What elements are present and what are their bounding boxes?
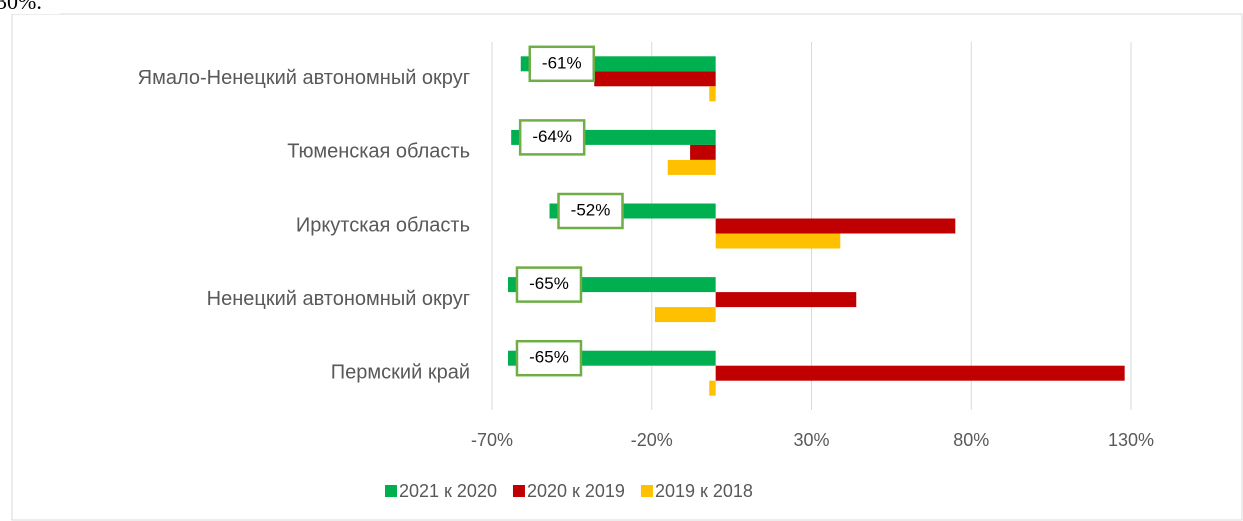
data-label: -65% [529,274,569,293]
bar [654,307,716,323]
bar [667,159,716,175]
data-label-box [515,266,583,303]
category-label: Пермский край [331,361,470,383]
bar [594,71,716,87]
bar [709,380,716,396]
x-tick-label: 80% [953,430,989,450]
legend-swatch [512,485,525,497]
bar [709,86,716,102]
data-label: -65% [529,348,569,367]
legend-label: 2019 к 2018 [655,481,753,501]
bar [690,144,716,160]
data-label-box [518,119,586,156]
page-fragment: 30%. [0,0,42,14]
category-label: Ненецкий автономный округ [207,288,470,310]
category-label: Тюменская область [287,141,470,163]
data-label-box [515,339,583,377]
bar [715,365,1125,381]
header-bg [0,0,60,14]
data-label: -52% [571,200,611,219]
bar [715,218,956,234]
legend-swatch [385,485,397,497]
x-tick-label: -70% [471,430,513,450]
legend-label: 2020 к 2019 [527,481,625,501]
bar [715,233,841,249]
data-label-box [557,192,624,230]
legend-swatch [640,485,653,497]
category-label: Ямало-Ненецкий автономный округ [138,67,470,89]
chart-border [11,13,1243,521]
data-label-box [528,45,596,83]
data-label: -64% [532,127,572,146]
x-tick-label: 130% [1108,430,1154,450]
legend-label: 2021 к 2020 [399,481,497,501]
data-label: -61% [542,53,582,72]
x-tick-label: -20% [631,430,673,450]
category-label: Иркутская область [296,214,470,236]
bar [715,292,857,308]
x-tick-label: 30% [794,430,830,450]
